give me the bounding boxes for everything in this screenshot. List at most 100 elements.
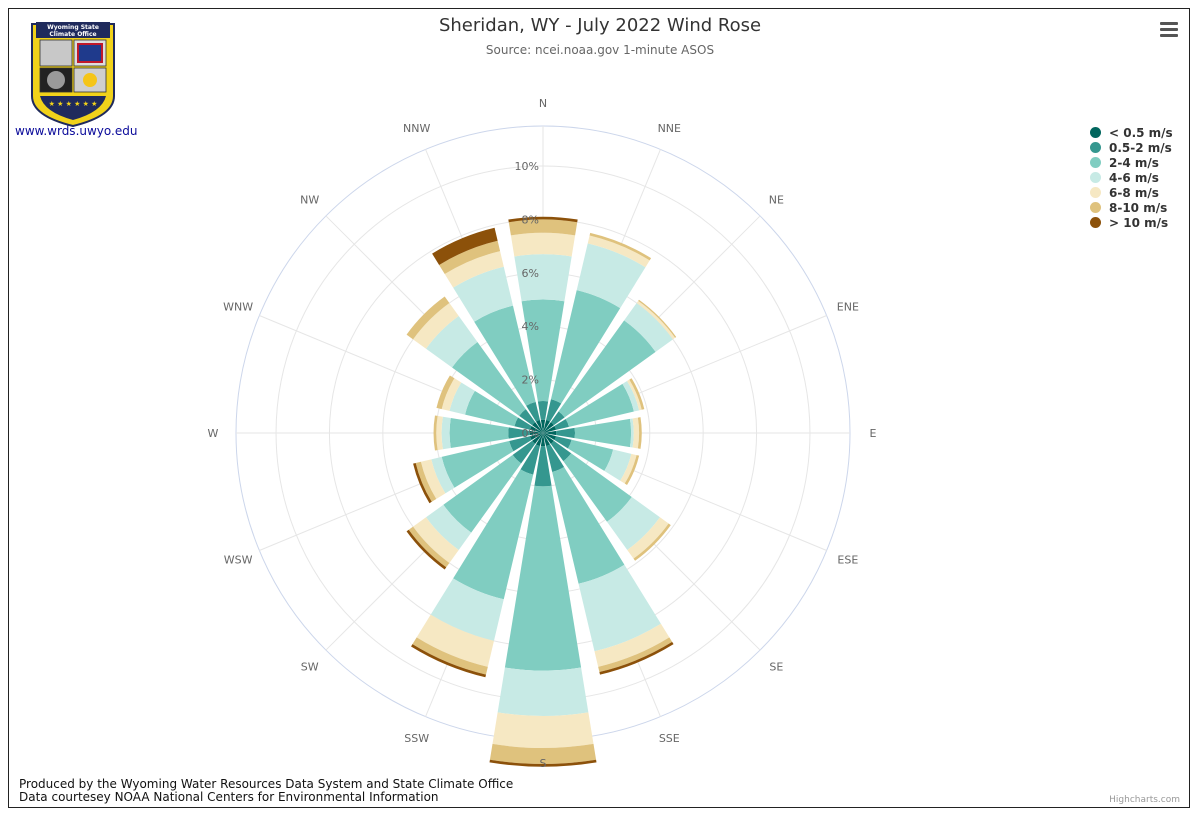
bar-NW-series-6[interactable] bbox=[406, 296, 450, 340]
bar-N-series-2[interactable] bbox=[537, 400, 549, 420]
bar-WNW-series-1[interactable] bbox=[530, 425, 543, 433]
bar-S-series-1[interactable] bbox=[540, 433, 546, 447]
legend-item-4[interactable]: 4-6 m/s bbox=[1090, 170, 1173, 185]
bar-NW-series-3[interactable] bbox=[452, 342, 526, 416]
bar-SSE-series-2[interactable] bbox=[546, 444, 565, 472]
bar-SSE-series-5[interactable] bbox=[594, 623, 670, 667]
bar-SW-series-3[interactable] bbox=[443, 454, 522, 533]
bar-ESE-series-5[interactable] bbox=[620, 453, 637, 484]
bar-NNW-series-7[interactable] bbox=[432, 227, 498, 265]
legend-item-2[interactable]: 0.5-2 m/s bbox=[1090, 140, 1173, 155]
bar-ENE-series-1[interactable] bbox=[543, 425, 556, 433]
bar-S-series-2[interactable] bbox=[534, 446, 552, 487]
bar-N-series-7[interactable] bbox=[508, 216, 578, 223]
bar-SE-series-4[interactable] bbox=[606, 496, 660, 550]
bar-WNW-series-2[interactable] bbox=[514, 417, 532, 430]
bar-E-series-4[interactable] bbox=[629, 418, 634, 448]
bar-SW-series-4[interactable] bbox=[426, 504, 472, 550]
bar-SW-series-5[interactable] bbox=[413, 517, 459, 563]
bar-SW-series-6[interactable] bbox=[408, 526, 450, 568]
bar-WNW-series-3[interactable] bbox=[465, 390, 519, 427]
bar-N-series-6[interactable] bbox=[508, 219, 578, 236]
bar-WNW-series-5[interactable] bbox=[441, 378, 462, 411]
bar-ESE-series-1[interactable] bbox=[543, 433, 556, 441]
bar-SW-series-7[interactable] bbox=[406, 529, 447, 570]
bar-N-series-5[interactable] bbox=[510, 232, 576, 257]
bar-E-series-2[interactable] bbox=[556, 427, 576, 439]
highcharts-credits[interactable]: Highcharts.com bbox=[1109, 795, 1180, 805]
legend-item-6[interactable]: 8-10 m/s bbox=[1090, 200, 1173, 215]
bar-SSE-series-3[interactable] bbox=[552, 467, 625, 584]
bar-NNE-series-1[interactable] bbox=[543, 420, 551, 433]
bar-ESE-series-3[interactable] bbox=[567, 439, 614, 471]
bar-ESE-series-4[interactable] bbox=[604, 449, 632, 481]
bar-N-series-4[interactable] bbox=[514, 254, 572, 302]
bar-NE-series-6[interactable] bbox=[638, 299, 677, 338]
bar-SSW-series-7[interactable] bbox=[411, 644, 486, 678]
legend-item-1[interactable]: < 0.5 m/s bbox=[1090, 125, 1173, 140]
bar-SSW-series-3[interactable] bbox=[453, 469, 534, 600]
bar-NW-series-2[interactable] bbox=[519, 409, 536, 426]
bar-ESE-series-2[interactable] bbox=[554, 436, 572, 449]
bar-NW-series-1[interactable] bbox=[532, 422, 543, 433]
bar-S-series-7[interactable] bbox=[489, 759, 597, 767]
bar-SSE-series-7[interactable] bbox=[599, 641, 674, 675]
bar-ENE-series-5[interactable] bbox=[627, 379, 642, 411]
bar-ENE-series-3[interactable] bbox=[565, 383, 634, 427]
bar-NE-series-1[interactable] bbox=[543, 422, 554, 433]
bar-E-series-6[interactable] bbox=[637, 417, 642, 449]
bar-NE-series-3[interactable] bbox=[558, 320, 656, 418]
bar-ENE-series-2[interactable] bbox=[554, 418, 569, 430]
bar-S-series-4[interactable] bbox=[497, 667, 589, 716]
bar-SE-series-5[interactable] bbox=[627, 517, 669, 559]
bar-NW-series-4[interactable] bbox=[426, 316, 478, 368]
bar-NW-series-5[interactable] bbox=[413, 303, 459, 349]
bar-WSW-series-4[interactable] bbox=[431, 456, 455, 494]
bar-NNE-series-2[interactable] bbox=[546, 399, 562, 422]
bar-NE-series-5[interactable] bbox=[636, 300, 676, 340]
bar-W-series-4[interactable] bbox=[441, 416, 451, 450]
bar-S-series-3[interactable] bbox=[504, 485, 582, 671]
bar-SSW-series-6[interactable] bbox=[412, 637, 488, 675]
bar-WSW-series-1[interactable] bbox=[530, 433, 543, 441]
bar-W-series-5[interactable] bbox=[436, 415, 443, 451]
bar-E-series-1[interactable] bbox=[543, 430, 557, 436]
bar-W-series-1[interactable] bbox=[529, 430, 543, 436]
bar-N-series-1[interactable] bbox=[540, 419, 546, 433]
bar-SE-series-2[interactable] bbox=[550, 440, 572, 462]
bar-NNW-series-5[interactable] bbox=[444, 251, 504, 288]
bar-S-series-5[interactable] bbox=[492, 712, 594, 749]
bar-SW-series-1[interactable] bbox=[532, 433, 543, 444]
bar-W-series-3[interactable] bbox=[449, 418, 509, 448]
bar-NNW-series-1[interactable] bbox=[535, 420, 543, 433]
bar-S-series-6[interactable] bbox=[489, 743, 597, 765]
bar-N-series-3[interactable] bbox=[521, 299, 565, 402]
bar-NE-series-4[interactable] bbox=[624, 303, 673, 352]
bar-WSW-series-2[interactable] bbox=[509, 436, 532, 452]
bar-SSE-series-1[interactable] bbox=[543, 433, 551, 446]
bar-WNW-series-4[interactable] bbox=[449, 382, 475, 415]
bar-WSW-series-5[interactable] bbox=[420, 459, 446, 499]
bar-NNW-series-3[interactable] bbox=[474, 305, 536, 406]
hamburger-menu-icon[interactable] bbox=[1160, 22, 1178, 38]
legend-item-3[interactable]: 2-4 m/s bbox=[1090, 155, 1173, 170]
bar-SSE-series-6[interactable] bbox=[598, 637, 673, 673]
bar-SE-series-3[interactable] bbox=[563, 453, 632, 522]
bar-WNW-series-6[interactable] bbox=[436, 375, 455, 410]
bar-SSW-series-5[interactable] bbox=[416, 614, 494, 667]
legend-item-7[interactable]: > 10 m/s bbox=[1090, 215, 1173, 230]
bar-E-series-5[interactable] bbox=[632, 417, 640, 449]
bar-SSE-series-4[interactable] bbox=[578, 564, 661, 652]
bar-SSW-series-4[interactable] bbox=[430, 578, 504, 641]
bar-WSW-series-7[interactable] bbox=[413, 463, 432, 504]
bar-WSW-series-6[interactable] bbox=[415, 461, 437, 502]
bar-SSW-series-1[interactable] bbox=[535, 433, 543, 446]
bar-ESE-series-6[interactable] bbox=[624, 455, 640, 485]
bar-W-series-6[interactable] bbox=[433, 415, 438, 451]
bar-WSW-series-3[interactable] bbox=[441, 440, 514, 488]
bar-E-series-3[interactable] bbox=[574, 418, 632, 448]
bar-ENE-series-6[interactable] bbox=[629, 378, 645, 410]
bar-NE-series-2[interactable] bbox=[550, 411, 565, 426]
bar-SW-series-2[interactable] bbox=[512, 440, 536, 464]
bar-NNE-series-3[interactable] bbox=[550, 290, 621, 404]
